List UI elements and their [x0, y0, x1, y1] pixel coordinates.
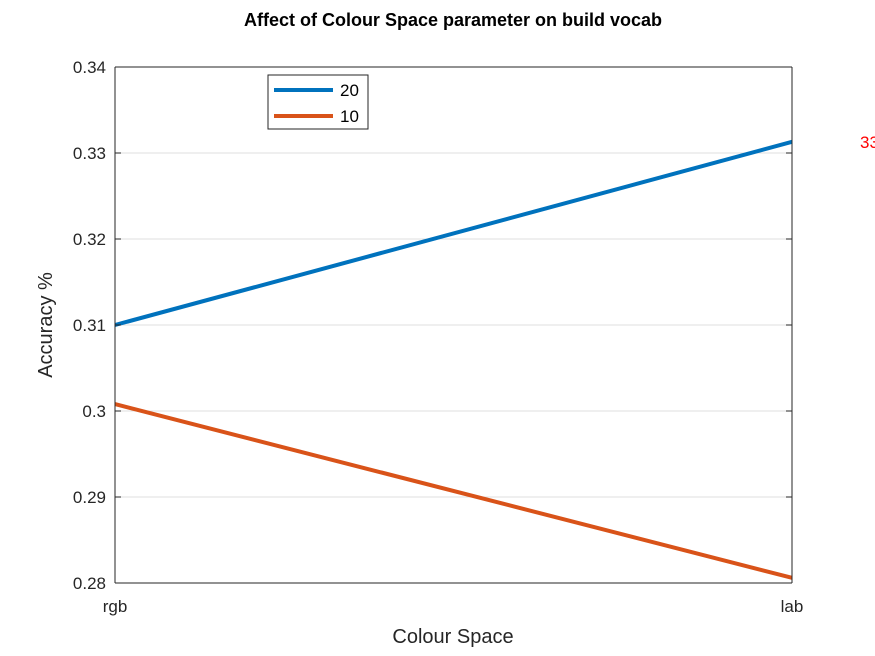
y-tick-label: 0.32 [73, 230, 106, 249]
x-ticks: rgb lab [103, 597, 804, 616]
y-tick-label: 0.3 [82, 402, 106, 421]
grid-lines [115, 152, 792, 498]
y-tick-label: 0.29 [73, 488, 106, 507]
annotation-text: 33 [860, 133, 875, 152]
series-line-20 [114, 139, 793, 327]
series-line-10 [114, 402, 793, 580]
x-tick-label: rgb [103, 597, 128, 616]
legend-label: 20 [340, 81, 359, 100]
x-tick-label: lab [781, 597, 804, 616]
y-tick-label: 0.34 [73, 58, 106, 77]
y-tick-label: 0.33 [73, 144, 106, 163]
series-lines [114, 139, 793, 580]
y-axis-label: Accuracy % [35, 272, 57, 378]
x-axis-label: Colour Space [392, 626, 513, 648]
y-ticks: 0.28 0.29 0.3 0.31 0.32 0.33 0.34 [73, 58, 792, 593]
legend-label: 10 [340, 107, 359, 126]
chart-title: Affect of Colour Space parameter on buil… [244, 10, 662, 30]
y-tick-label: 0.28 [73, 574, 106, 593]
legend-box [267, 74, 369, 130]
y-tick-label: 0.31 [73, 316, 106, 335]
